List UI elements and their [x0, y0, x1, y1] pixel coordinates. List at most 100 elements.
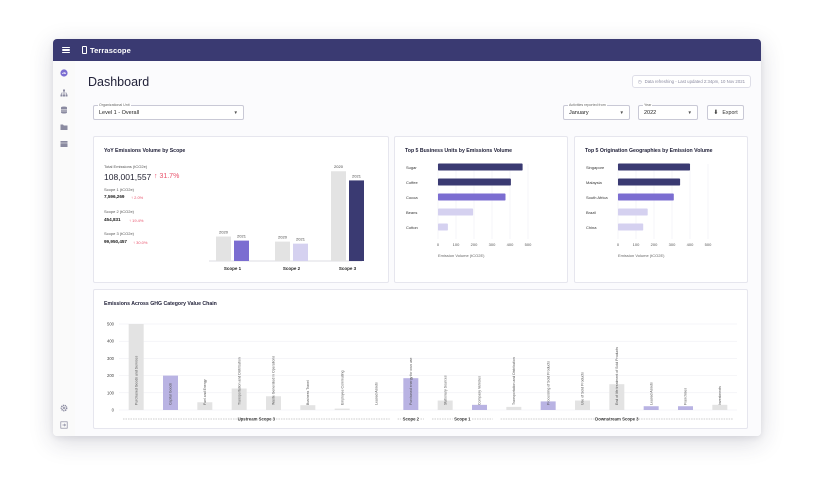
export-label: Export	[722, 109, 738, 116]
year-select[interactable]: Year 2022 ▼	[638, 103, 698, 120]
bar-category-13	[575, 400, 590, 410]
bar-category-6	[334, 408, 350, 410]
database-icon[interactable]	[60, 106, 68, 114]
x-tick-label: 100	[633, 242, 640, 247]
bar-year-label: 2021	[237, 234, 247, 239]
category-label: Leased Assets	[649, 382, 653, 405]
hamburger-menu-icon[interactable]	[62, 46, 70, 54]
x-axis-label: Emission Volume (tCO2E)	[438, 253, 485, 258]
group-label: Scope 1	[454, 417, 471, 422]
brand-logo[interactable]: Terrascope	[82, 46, 131, 55]
category-label: Transportation and Distribution	[237, 357, 241, 405]
org-tree-icon[interactable]	[60, 89, 68, 97]
category-label: Scope 2	[283, 266, 301, 271]
scope2-delta-value: 19.4%	[132, 218, 144, 223]
dashboard-icon[interactable]	[60, 69, 68, 77]
bar-category-0	[128, 324, 144, 410]
scope1-value: 7,596,269	[104, 194, 125, 199]
bar-category-12	[540, 401, 556, 410]
sidebar	[53, 61, 76, 436]
arrow-up-icon: ↑	[129, 218, 131, 223]
scope3-value: 99,950,457	[104, 239, 127, 244]
download-icon: ⬇	[713, 110, 719, 116]
scope3-delta: ↑ 30.0%	[133, 240, 147, 245]
category-label: Scope 1	[224, 266, 242, 271]
category-label: Capital Goods	[169, 383, 173, 405]
activities-select[interactable]: Activities reported from January ▼	[563, 103, 630, 120]
bar-south-africa	[618, 193, 674, 201]
arrow-up-icon: ↑	[154, 173, 158, 180]
folder-icon[interactable]	[60, 123, 68, 131]
y-tick-label: 300	[107, 356, 115, 361]
category-label: Purchased energy for own use	[409, 357, 413, 405]
total-emissions-delta: ↑ 31.7%	[154, 173, 179, 180]
app-window: Terrascope Dashboard ◷ Data refreshing -	[53, 39, 761, 436]
total-emissions-label: Total Emissions (tCO2e)	[104, 164, 148, 169]
org-unit-value: Level 1 - Overall	[99, 110, 140, 116]
activities-value: January	[569, 110, 589, 116]
table-icon[interactable]	[60, 140, 68, 148]
top-bar: Terrascope	[53, 39, 761, 61]
y-tick-label: 500	[107, 322, 115, 327]
business-units-card: Top 5 Business Units by Emissions Volume…	[394, 136, 568, 283]
bar-category-4	[266, 396, 281, 410]
category-label: Scope 3	[339, 266, 357, 271]
bar-category-11	[506, 406, 522, 410]
bar-2020-scope-2	[275, 241, 290, 261]
bar-beans	[438, 208, 474, 216]
brand-name: Terrascope	[90, 45, 131, 55]
y-category-label: Malaysia	[586, 180, 603, 185]
export-button[interactable]: ⬇ Export	[707, 105, 744, 120]
y-category-label: Sugar	[406, 165, 417, 170]
x-tick-label: 300	[489, 242, 496, 247]
bar-year-label: 2020	[219, 230, 229, 235]
category-label: Transportation and Distribution	[512, 357, 516, 405]
y-category-label: China	[586, 225, 597, 230]
x-tick-label: 0	[437, 242, 440, 247]
scope1-label: Scope 1 (tCO2e)	[104, 187, 135, 192]
category-label: Waste Generated in Operations	[272, 356, 276, 405]
x-tick-label: 400	[507, 242, 514, 247]
y-tick-label: 100	[107, 390, 115, 395]
x-axis-label: Emission Volume (tCO2E)	[618, 253, 665, 258]
x-tick-label: 200	[651, 242, 658, 247]
x-tick-label: 300	[669, 242, 676, 247]
bar-china	[618, 223, 644, 231]
chevron-down-icon: ▼	[619, 110, 624, 115]
bar-category-2	[197, 402, 213, 410]
logout-icon[interactable]	[60, 421, 68, 429]
bar-category-9	[437, 400, 453, 410]
y-category-label: Singapore	[586, 165, 605, 170]
ghg-title: Emissions Across GHG Category Value Chai…	[104, 301, 217, 307]
y-category-label: Beans	[406, 210, 417, 215]
bar-category-3	[231, 388, 247, 410]
scope2-value: 454,831	[104, 217, 121, 222]
category-label: Processing of Sold Products	[546, 361, 550, 405]
y-category-label: Brazil	[586, 210, 596, 215]
scope3-label: Scope 3 (tCO2e)	[104, 231, 135, 236]
category-label: Employee Commuting	[340, 371, 344, 405]
bar-year-label: 2020	[278, 235, 288, 240]
arrow-up-icon: ↑	[131, 195, 133, 200]
bar-category-14	[609, 384, 625, 410]
geographies-card: Top 5 Origination Geographies by Emissio…	[574, 136, 748, 283]
bar-singapore	[618, 163, 690, 171]
x-tick-label: 200	[471, 242, 478, 247]
y-tick-label: 200	[107, 373, 115, 378]
org-unit-label: Organizational Unit	[98, 103, 131, 107]
bar-year-label: 2021	[352, 173, 362, 178]
scope1-delta: ↑ 2.0%	[131, 195, 143, 200]
bar-coffee	[438, 178, 511, 186]
x-tick-label: 100	[453, 242, 460, 247]
y-category-label: South Africa	[586, 195, 608, 200]
bar-category-15	[643, 406, 659, 410]
scope3-delta-value: 30.0%	[136, 240, 148, 245]
settings-icon[interactable]	[60, 404, 68, 412]
bar-category-8	[403, 378, 419, 410]
x-tick-label: 500	[705, 242, 712, 247]
bar-year-label: 2020	[334, 164, 344, 169]
geo-bar-chart: 0 100 200 300 400 500 Singapore Malaysia South A…	[586, 163, 712, 258]
scope2-label: Scope 2 (tCO2e)	[104, 209, 135, 214]
org-unit-select[interactable]: Organizational Unit Level 1 - Overall ▼	[93, 103, 244, 120]
geo-title: Top 5 Origination Geographies by Emissio…	[585, 148, 713, 154]
